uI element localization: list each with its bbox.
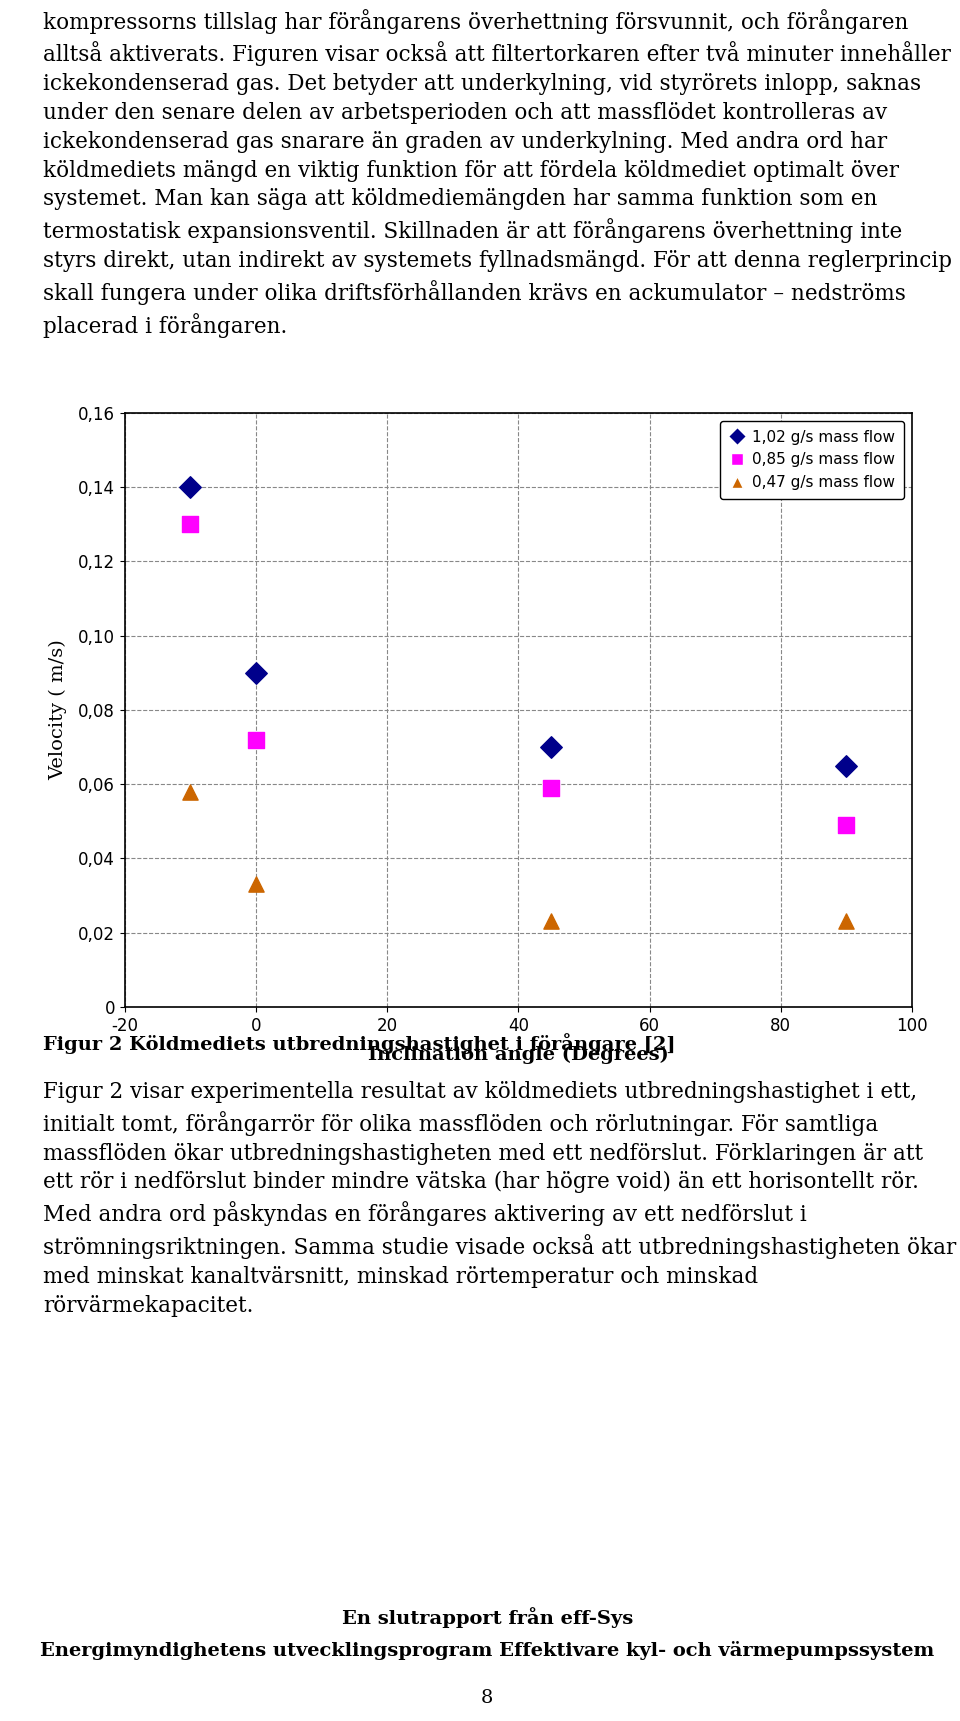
Legend: 1,02 g/s mass flow, 0,85 g/s mass flow, 0,47 g/s mass flow: 1,02 g/s mass flow, 0,85 g/s mass flow, … [720, 420, 904, 499]
Text: Figur 2 visar experimentella resultat av köldmediets utbredningshastighet i ett,: Figur 2 visar experimentella resultat av… [43, 1081, 956, 1317]
Text: En slutrapport från eff-Sys: En slutrapport från eff-Sys [342, 1607, 633, 1628]
0,85 g/s mass flow [182, 511, 198, 539]
Text: Energimyndighetens utvecklingsprogram Effektivare kyl- och värmepumpssystem: Energimyndighetens utvecklingsprogram Ef… [40, 1640, 934, 1659]
1,02 g/s mass flow [182, 473, 198, 501]
1,02 g/s mass flow [839, 752, 854, 780]
0,47 g/s mass flow [249, 871, 264, 898]
1,02 g/s mass flow [249, 659, 264, 687]
Text: Figur 2 Köldmediets utbredningshastighet i förångare [2]: Figur 2 Köldmediets utbredningshastighet… [43, 1033, 676, 1055]
0,47 g/s mass flow [839, 907, 854, 935]
0,47 g/s mass flow [543, 907, 559, 935]
Text: kompressorns tillslag har förångarens överhettning försvunnit, och förångaren al: kompressorns tillslag har förångarens öv… [43, 9, 952, 337]
Y-axis label: Velocity ( m/s): Velocity ( m/s) [49, 640, 67, 780]
0,85 g/s mass flow [249, 726, 264, 754]
X-axis label: Inclination angle (Degrees): Inclination angle (Degrees) [368, 1046, 669, 1064]
Text: 8: 8 [481, 1688, 493, 1707]
0,85 g/s mass flow [543, 774, 559, 802]
0,85 g/s mass flow [839, 811, 854, 838]
0,47 g/s mass flow [182, 778, 198, 805]
1,02 g/s mass flow [543, 733, 559, 761]
